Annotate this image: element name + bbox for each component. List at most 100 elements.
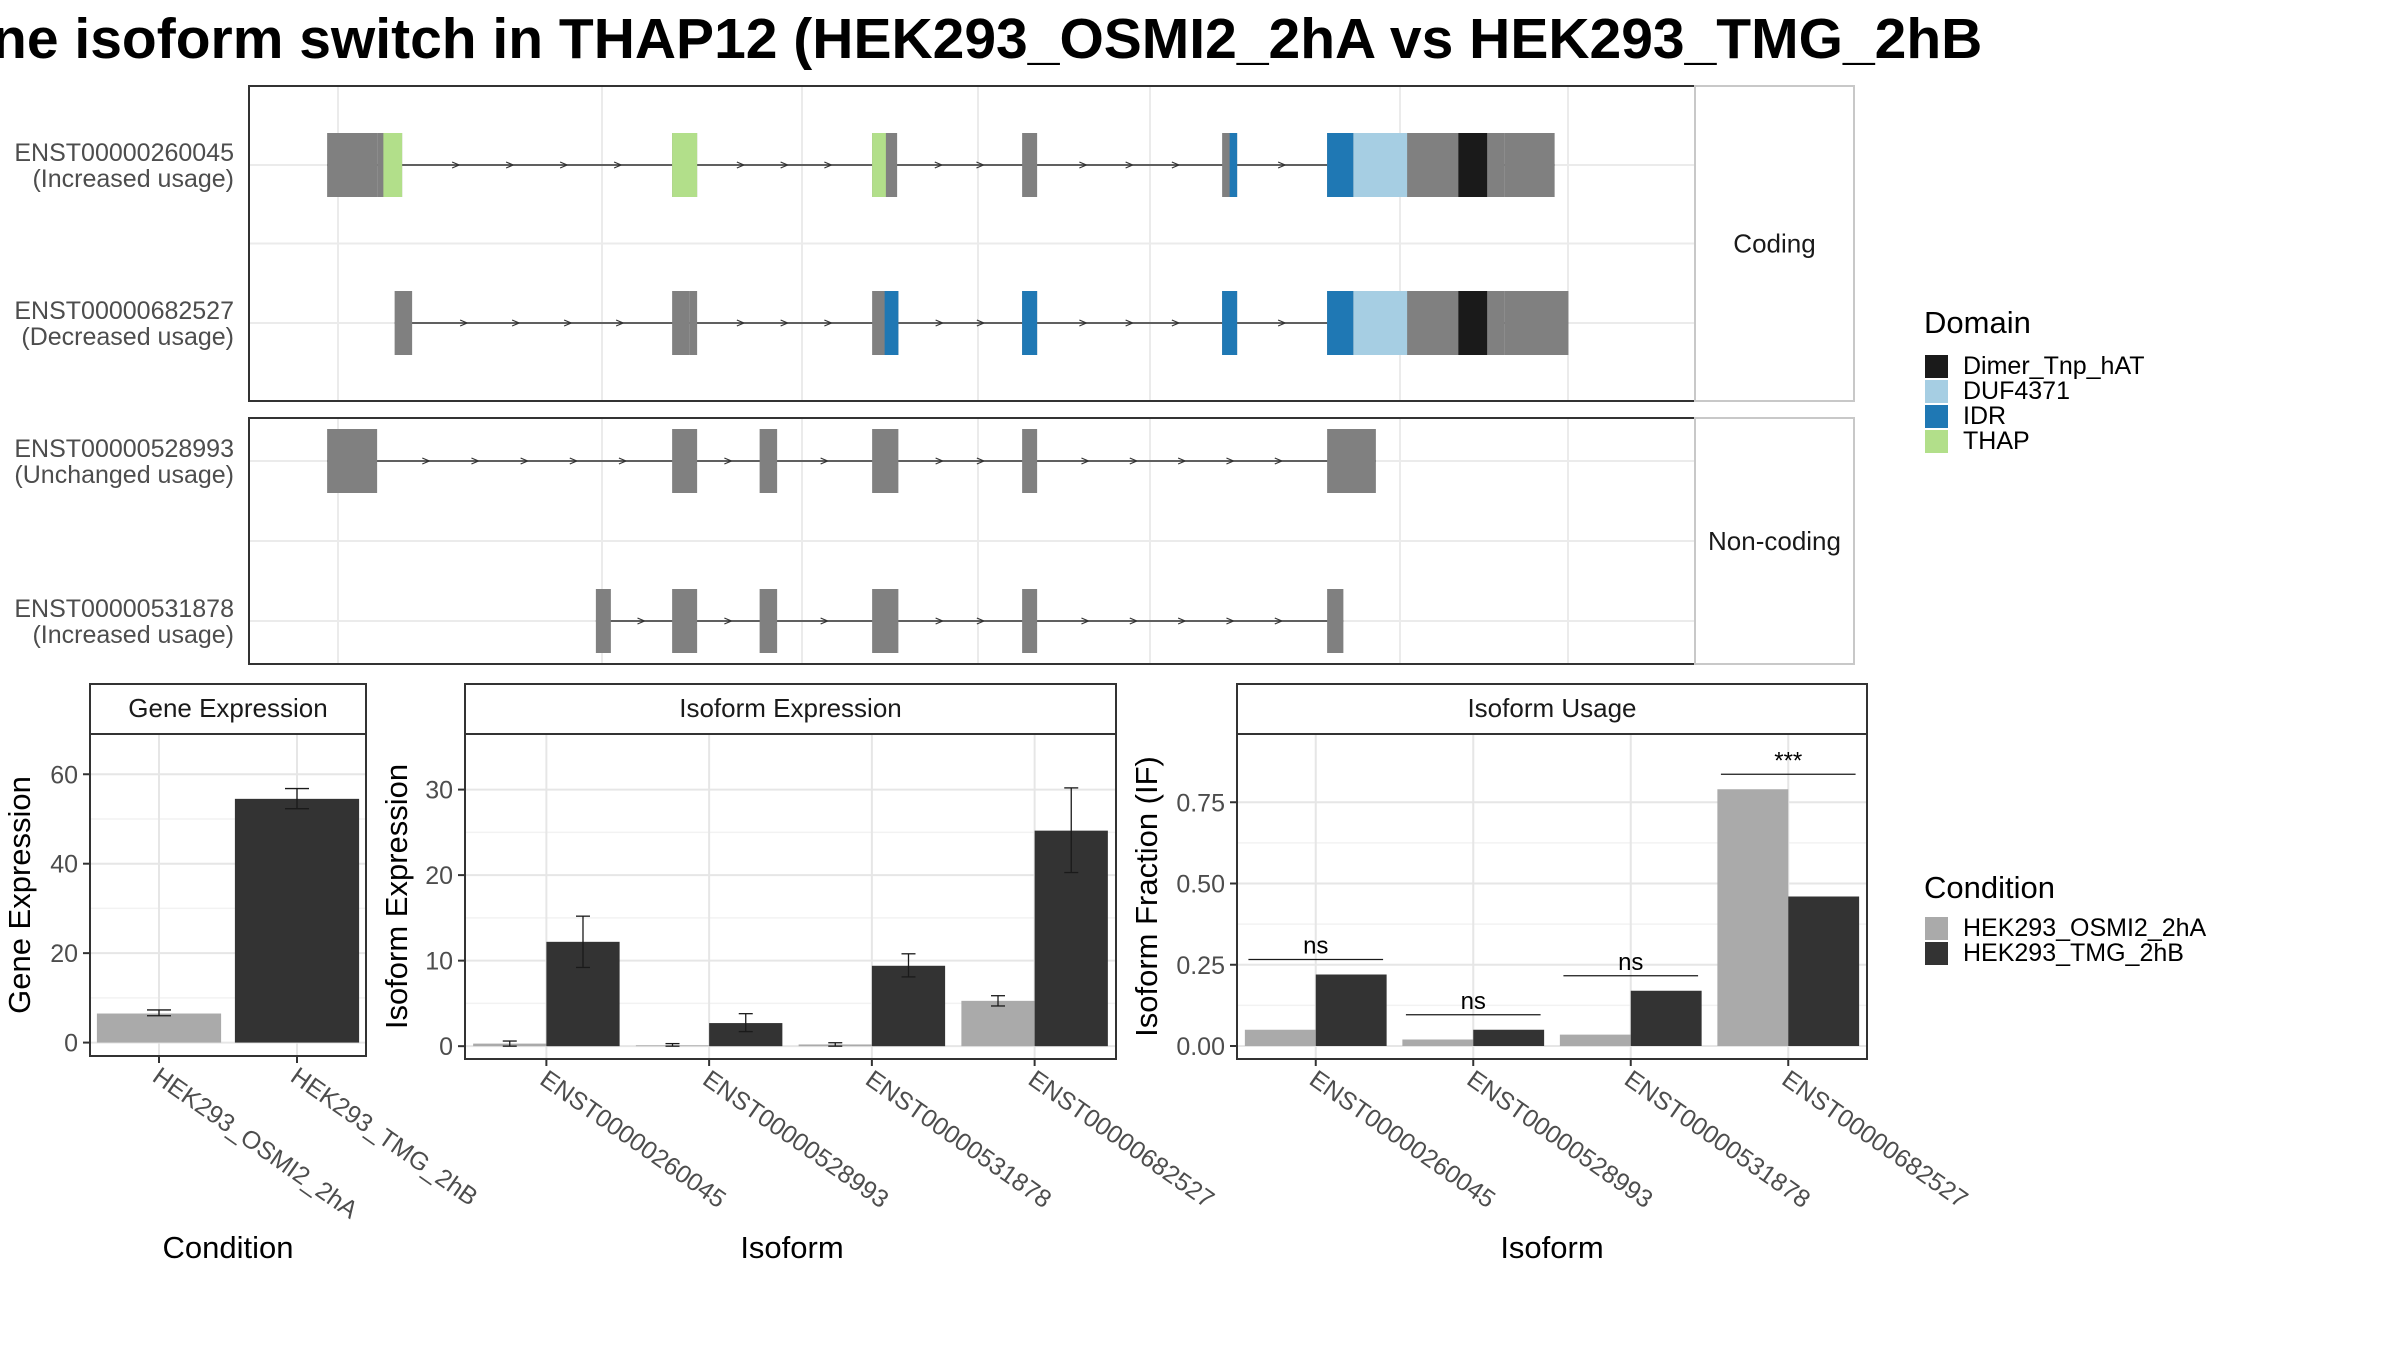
facet-strip-label: Isoform Expression: [679, 693, 902, 723]
intron-arrow: [824, 161, 833, 169]
bar: [96, 1013, 222, 1043]
transcript-ENST00000260045: ENST00000260045(Increased usage): [14, 133, 1555, 197]
intron-arrow: [1171, 319, 1181, 327]
y-axis-title: Isoform Fraction (IF): [1129, 756, 1164, 1037]
domain-thap: [872, 133, 886, 197]
significance-label: ns: [1618, 949, 1643, 976]
bar: [709, 1023, 783, 1047]
utr-exon: [759, 589, 778, 653]
significance-label: ***: [1774, 747, 1802, 774]
utr-exon: [759, 429, 778, 493]
legend-key-idr: [1925, 405, 1948, 428]
legend-key-thap: [1925, 430, 1948, 453]
y-axis-title: Gene Expression: [2, 776, 37, 1014]
intron-arrow: [820, 457, 830, 465]
intron-arrow: [935, 319, 945, 327]
intron-arrow: [736, 161, 746, 169]
facet-strip: [1236, 683, 1868, 735]
facet-strip: [1694, 417, 1855, 665]
utr-exon: [872, 589, 899, 653]
x-axis-title: Isoform: [1500, 1230, 1603, 1265]
domain-idr: [1222, 291, 1238, 355]
intron-arrow: [1129, 617, 1139, 625]
intron-arrow: [1079, 319, 1088, 327]
domain-thap: [672, 133, 698, 197]
legend-label: THAP: [1963, 427, 2030, 455]
intron-arrow: [935, 457, 945, 465]
domain-dimer-tnp-hat: [1458, 133, 1488, 197]
condition-legend-title: Condition: [1924, 870, 2055, 905]
legend-label: DUF4371: [1963, 377, 2070, 405]
utr-exon: [672, 291, 690, 355]
intron-arrow: [1125, 161, 1135, 169]
intron-arrow: [1171, 161, 1181, 169]
utr-exon: [872, 429, 899, 493]
transcript-usage-label: (Decreased usage): [21, 323, 234, 351]
facet-strip-label: Isoform Usage: [1467, 693, 1636, 723]
utr-exon: [672, 589, 698, 653]
utr-exon: [595, 589, 611, 653]
intron-arrow: [780, 161, 790, 169]
utr-exon: [1327, 429, 1376, 493]
intron-arrow: [451, 161, 461, 169]
domain-idr: [1327, 133, 1354, 197]
facet-strip: [1694, 85, 1855, 402]
y-tick-label: 0.00: [1176, 1033, 1225, 1061]
bar: [1244, 1029, 1316, 1046]
intron-arrow: [1125, 319, 1135, 327]
intron-arrow: [1129, 457, 1139, 465]
y-tick-label: 0.75: [1176, 789, 1225, 817]
intron-arrow: [1274, 617, 1284, 625]
coding-exon: [1022, 133, 1038, 197]
utr-exon: [672, 429, 698, 493]
bar: [1788, 896, 1860, 1046]
figure-title: ne isoform switch in THAP12 (HEK293_OSMI…: [0, 7, 1982, 71]
structure-group-non-coding: ENST00000528993(Unchanged usage)ENST0000…: [14, 417, 1855, 665]
facet-strip: [89, 683, 367, 735]
intron-arrow: [935, 617, 945, 625]
legend-key-duf4371: [1925, 380, 1948, 403]
facet-strip-label: Non-coding: [1708, 526, 1841, 556]
utr-exon: [1504, 291, 1569, 355]
facet-strip-label: Coding: [1733, 229, 1815, 259]
transcript-usage-label: (Unchanged usage): [14, 461, 234, 489]
transcript-usage-label: (Increased usage): [32, 621, 234, 649]
bar: [234, 798, 360, 1043]
intron-arrow: [618, 457, 628, 465]
intron-arrow: [471, 457, 480, 465]
legend-label: Dimer_Tnp_hAT: [1963, 352, 2145, 380]
intron-arrow: [505, 161, 515, 169]
utr-exon: [327, 133, 378, 197]
bar: [1559, 1034, 1631, 1046]
bar: [871, 965, 946, 1047]
intron-arrow: [1177, 457, 1187, 465]
bar-chart-panels: Gene Expression0204060HEK293_OSMI2_2hAHE…: [2, 683, 1973, 1265]
coding-exon: [689, 291, 698, 355]
intron-arrow: [736, 319, 746, 327]
intron-arrow: [559, 161, 569, 169]
y-tick-label: 0.50: [1176, 871, 1225, 899]
domain-thap: [383, 133, 403, 197]
domain-idr: [884, 291, 899, 355]
y-tick-label: 20: [50, 940, 78, 968]
bar: [1315, 974, 1387, 1046]
intron-arrow: [1177, 617, 1187, 625]
intron-arrow: [976, 457, 986, 465]
intron-arrow: [563, 319, 573, 327]
bar: [1717, 789, 1789, 1046]
intron-arrow: [824, 319, 833, 327]
utr-exon: [1022, 429, 1038, 493]
domain-dimer-tnp-hat: [1458, 291, 1488, 355]
transcript-usage-label: (Increased usage): [32, 165, 234, 193]
intron-arrow: [1081, 457, 1090, 465]
intron-arrow: [1081, 617, 1090, 625]
transcript-id-label: ENST00000531878: [14, 595, 234, 623]
significance-label: ns: [1303, 933, 1328, 960]
utr-exon: [394, 291, 413, 355]
domain-idr: [1022, 291, 1038, 355]
intron-arrow: [637, 617, 647, 625]
intron-arrow: [820, 617, 830, 625]
intron-arrow: [613, 161, 623, 169]
